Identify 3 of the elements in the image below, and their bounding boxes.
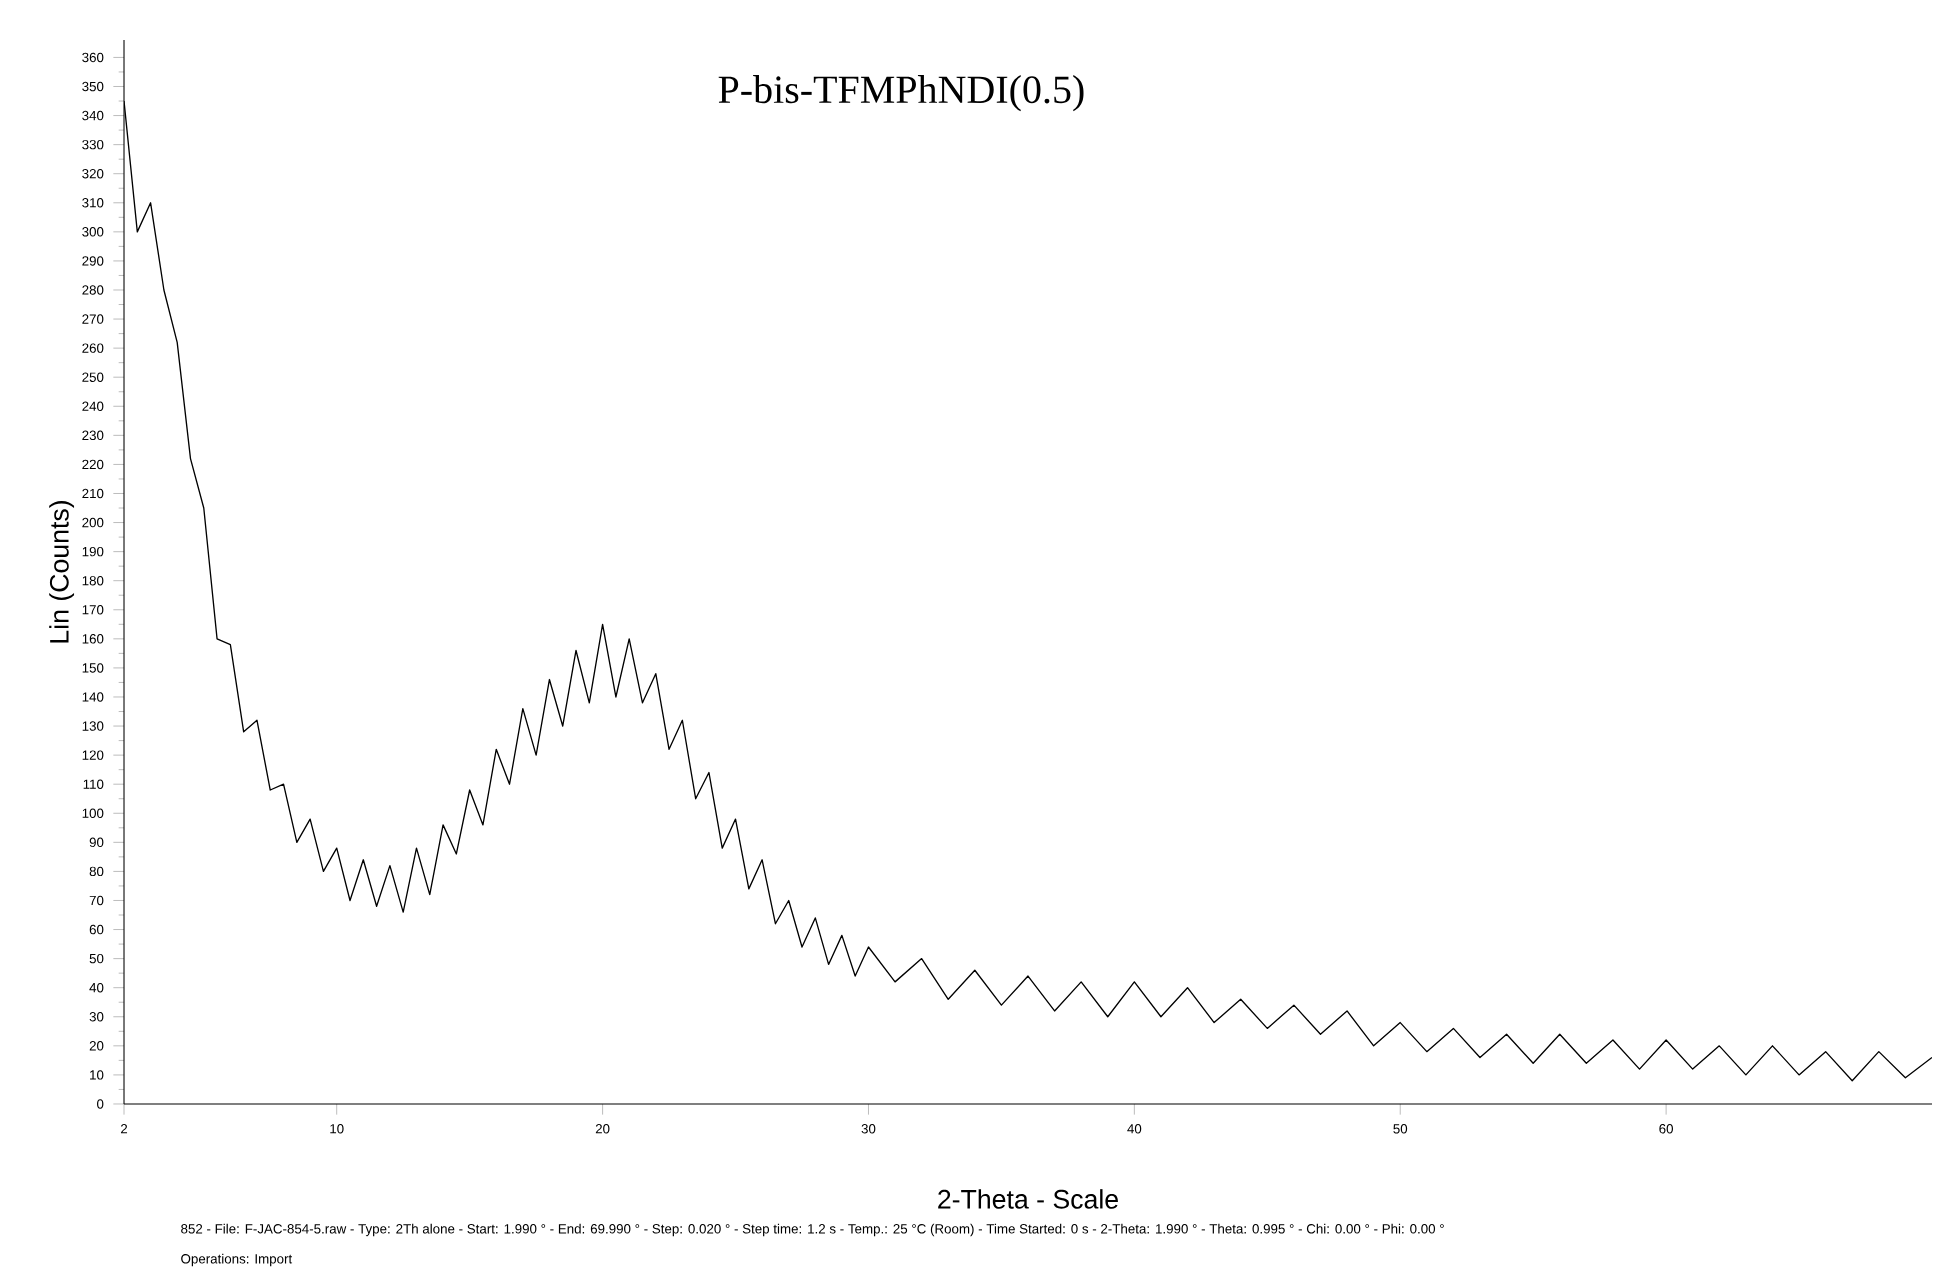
y-axis-title: Lin (Counts) bbox=[49, 501, 75, 643]
x-axis-title: 2-Theta - Scale bbox=[938, 1189, 1118, 1209]
text: P-bis-TFMPhNDI(0.5) bbox=[718, 75, 1084, 112]
